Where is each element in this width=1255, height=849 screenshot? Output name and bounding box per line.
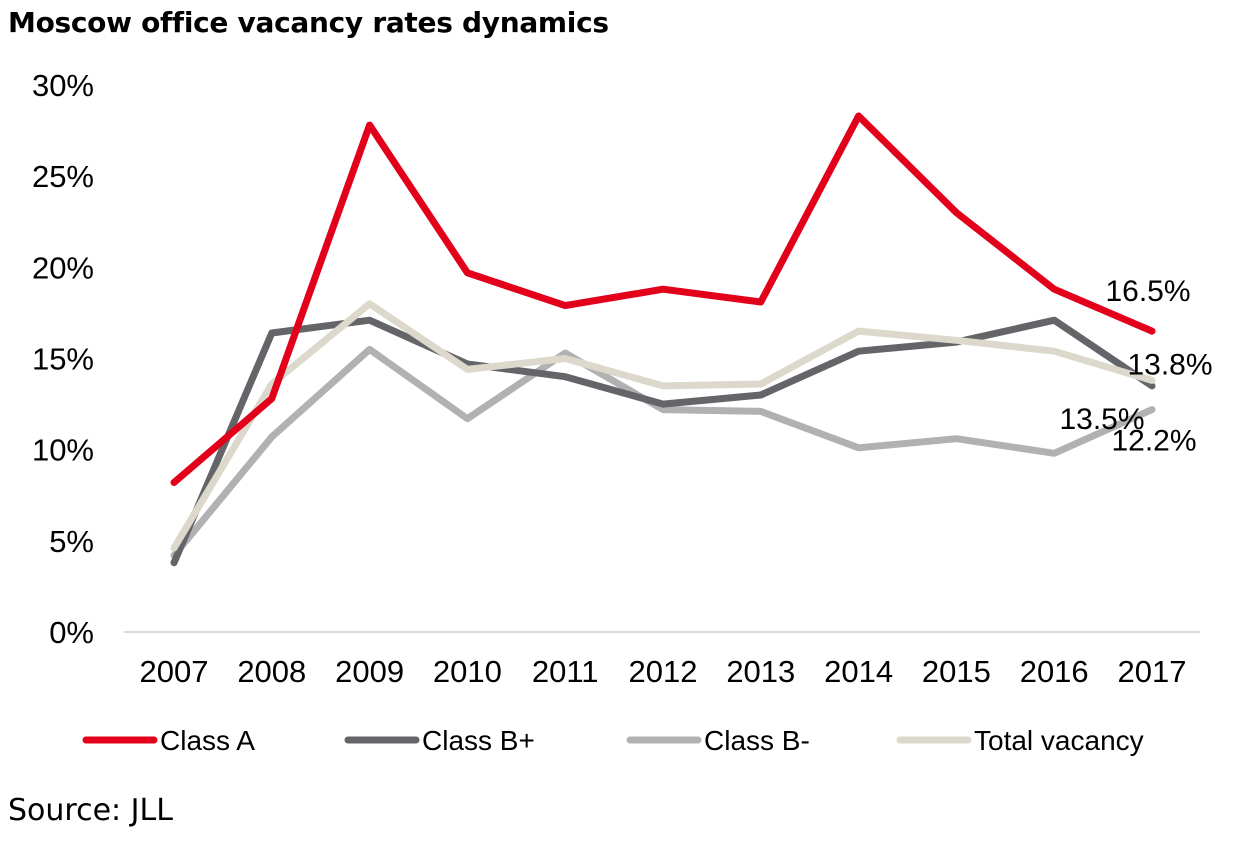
- x-tick-label: 2009: [335, 654, 404, 689]
- y-tick-label: 10%: [32, 433, 94, 468]
- x-tick-label: 2008: [237, 654, 306, 689]
- y-tick-label: 15%: [32, 342, 94, 377]
- series-line-class-b: [170, 345, 1156, 559]
- x-tick-label: 2013: [726, 654, 795, 689]
- data-label: 13.8%: [1127, 348, 1212, 381]
- x-tick-label: 2010: [433, 654, 502, 689]
- x-tick-label: 2014: [824, 654, 893, 689]
- y-tick-label: 25%: [32, 159, 94, 194]
- series-line-class-b: [170, 316, 1156, 567]
- y-tick-label: 0%: [49, 615, 94, 650]
- data-labels: 16.5% 13.8% 13.5%12.2%: [1059, 275, 1212, 457]
- y-tick-label: 30%: [32, 68, 94, 103]
- x-tick-label: 2015: [922, 654, 991, 689]
- series-lines: [170, 112, 1156, 567]
- x-tick-label: 2011: [532, 654, 599, 689]
- legend-label-class-b: Class B+: [422, 725, 535, 756]
- legend-label-class-b: Class B-: [704, 725, 810, 756]
- y-tick-label: 5%: [49, 524, 94, 559]
- y-axis-ticks: 0% 5% 10% 15% 20% 25% 30%: [32, 68, 94, 650]
- data-label: 12.2%: [1111, 425, 1196, 458]
- chart-title: Moscow office vacancy rates dynamics: [8, 6, 609, 39]
- x-axis-ticks: 2007 2008 2009 2010 2011 2012 2013 2014 2015 2016…: [140, 654, 1187, 689]
- legend: Class A Class B+ Class B- Total vacancy: [82, 725, 1144, 756]
- data-label: 16.5%: [1105, 275, 1190, 308]
- series-line-class-a: [170, 112, 1156, 486]
- source-note: Source: JLL: [8, 793, 173, 828]
- x-tick-label: 2012: [629, 654, 698, 689]
- x-tick-label: 2007: [140, 654, 209, 689]
- x-tick-label: 2017: [1118, 654, 1187, 689]
- series-line-total-vacancy: [170, 300, 1156, 552]
- data-label: 13.5%: [1059, 403, 1144, 436]
- y-tick-label: 20%: [32, 250, 94, 285]
- legend-label-class-a: Class A: [160, 725, 255, 756]
- legend-label-total-vacancy: Total vacancy: [974, 725, 1144, 756]
- x-tick-label: 2016: [1020, 654, 1089, 689]
